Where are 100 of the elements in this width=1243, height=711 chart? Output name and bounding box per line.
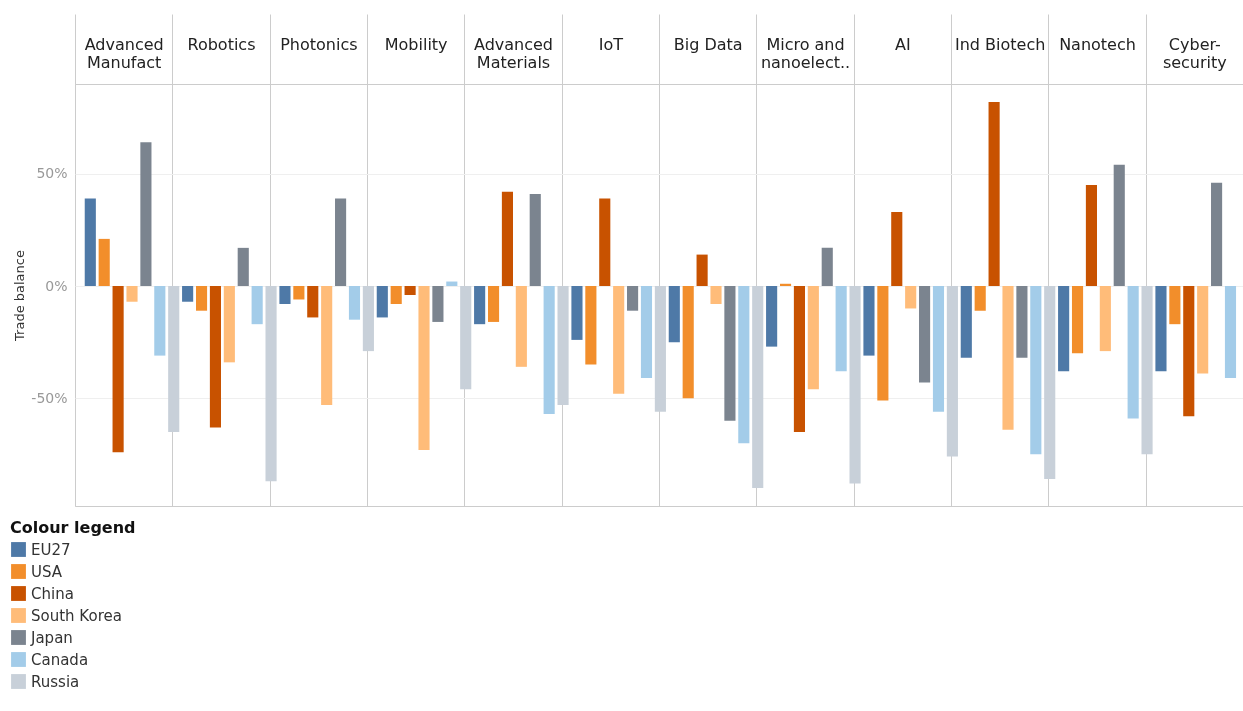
legend-label: South Korea <box>31 606 122 625</box>
bar <box>960 286 972 358</box>
bar <box>627 286 639 311</box>
x-tick-label: Ind Biotech <box>954 34 1046 54</box>
bar <box>654 286 666 412</box>
bar <box>585 286 597 365</box>
bar <box>335 198 347 287</box>
x-tick-label: Micro and nanoelect.. <box>760 34 851 72</box>
y-axis-title: Trade balance <box>12 250 28 342</box>
bar <box>348 286 361 320</box>
y-tick-label: -50% <box>31 389 68 406</box>
x-tick-label: Mobility <box>384 34 448 54</box>
bar <box>1044 286 1056 480</box>
bar <box>863 286 875 356</box>
bar <box>696 254 708 287</box>
bar <box>404 286 416 295</box>
bar <box>640 286 653 379</box>
x-tick-label: IoT <box>598 34 624 54</box>
bar <box>126 286 138 302</box>
bar <box>877 286 889 401</box>
bar <box>1127 286 1139 419</box>
bar <box>223 286 235 363</box>
bar <box>265 286 277 482</box>
bar <box>1211 182 1223 287</box>
legend-label: Japan <box>30 628 73 647</box>
bar <box>821 247 833 287</box>
legend-label: EU27 <box>31 540 71 559</box>
bar <box>362 286 374 352</box>
x-tick-label: Photonics <box>280 34 358 54</box>
x-tick-label: Advanced Materials <box>473 34 554 72</box>
bar <box>376 286 388 318</box>
bar <box>1224 286 1237 379</box>
bar <box>919 286 931 383</box>
bar <box>724 286 736 421</box>
bar <box>1141 286 1153 455</box>
legend-label: China <box>31 584 74 603</box>
bar <box>946 286 958 457</box>
legend-title: Colour legend <box>10 518 136 537</box>
bar <box>807 286 819 390</box>
x-tick-label: Nanotech <box>1059 34 1136 54</box>
bar <box>793 286 805 432</box>
bar <box>988 101 1000 287</box>
bar <box>390 286 402 304</box>
y-tick-label: 50% <box>36 165 68 182</box>
bar <box>154 286 166 356</box>
bar <box>835 286 847 372</box>
bar <box>1058 286 1070 372</box>
bar <box>1099 286 1111 352</box>
bar <box>1169 286 1181 325</box>
bar <box>1155 286 1167 372</box>
x-tick-label: Robotics <box>187 34 256 54</box>
bar <box>905 286 917 309</box>
x-tick-label: Big Data <box>673 34 743 54</box>
bar <box>710 286 722 304</box>
bar <box>766 286 778 347</box>
bar <box>752 286 764 489</box>
bar <box>557 286 569 405</box>
legend-label: Canada <box>31 650 89 669</box>
bar <box>529 193 541 287</box>
x-tick-label: AI <box>895 34 911 54</box>
legend-label: Russia <box>31 672 80 691</box>
bar <box>1016 286 1028 358</box>
bar <box>1197 286 1209 374</box>
bar <box>1030 286 1042 455</box>
bar <box>98 238 110 287</box>
bar <box>209 286 221 428</box>
bar <box>599 198 611 287</box>
bar <box>613 286 625 394</box>
bar <box>237 247 249 287</box>
bar <box>307 286 319 318</box>
bar <box>682 286 694 399</box>
bar <box>543 286 555 414</box>
bar <box>84 198 96 287</box>
bar <box>293 286 305 300</box>
bar <box>112 286 124 453</box>
bar <box>182 286 194 302</box>
bar <box>460 286 472 390</box>
bar <box>432 286 444 322</box>
legend-label: USA <box>31 562 63 581</box>
bar <box>487 286 500 322</box>
bar <box>1085 185 1097 287</box>
bar <box>515 286 527 367</box>
y-tick-label: 0% <box>45 277 68 294</box>
bar <box>1183 286 1195 417</box>
bar <box>501 191 513 287</box>
bar <box>251 286 263 325</box>
bar <box>849 286 861 484</box>
bar <box>891 211 903 287</box>
bar <box>1002 286 1014 430</box>
bar <box>1071 286 1084 354</box>
bar <box>140 142 152 287</box>
x-tick-label: Cyber-security <box>1162 34 1227 72</box>
bar <box>279 286 291 304</box>
bar <box>571 286 583 340</box>
bar <box>195 286 208 311</box>
bar <box>321 286 333 405</box>
bar <box>418 286 430 450</box>
bar <box>668 286 680 343</box>
bar <box>974 286 986 311</box>
bar <box>1113 164 1125 287</box>
